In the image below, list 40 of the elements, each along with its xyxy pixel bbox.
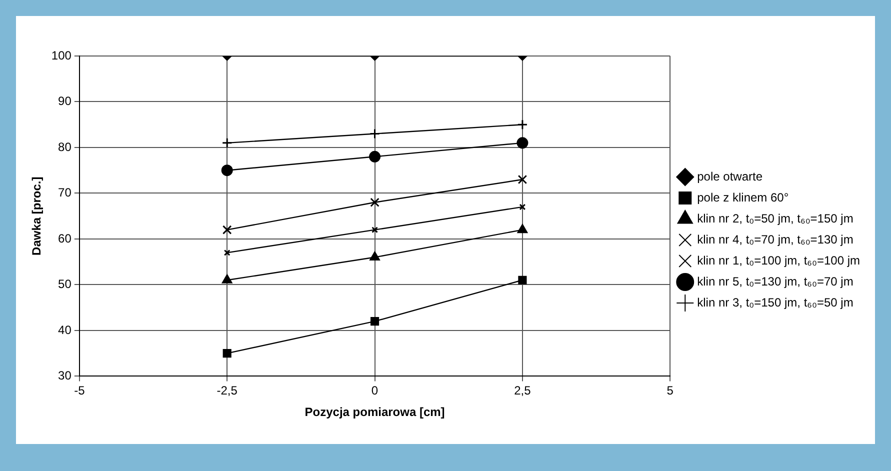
x-tick-label: 2,5 <box>514 384 532 398</box>
point <box>518 174 528 184</box>
x-tick-label: 5 <box>666 384 674 398</box>
y-axis-title: Dawka [proc.] <box>30 176 44 256</box>
y-tick-label: 100 <box>51 48 72 62</box>
legend-label: pole otwarte <box>697 169 763 184</box>
point <box>517 119 528 130</box>
point <box>369 150 381 162</box>
legend-label: klin nr 4, t₀=70 jm, t₆₀=130 jm <box>697 232 854 246</box>
x-axis-title: Pozycja pomiarowa [cm] <box>304 405 445 420</box>
point <box>222 349 232 358</box>
x-tick-label: -2,5 <box>216 384 238 398</box>
point <box>370 317 380 326</box>
legend-label: klin nr 2, t₀=50 jm, t₆₀=150 jm <box>697 211 854 226</box>
y-tick-label: 30 <box>58 368 72 383</box>
point <box>222 274 232 284</box>
point <box>222 225 232 234</box>
point <box>224 249 230 256</box>
point <box>372 226 378 234</box>
point <box>370 252 380 261</box>
legend-label: klin nr 5, t₀=130 jm, t₆₀=70 jm <box>697 274 854 288</box>
point <box>519 204 526 210</box>
point <box>516 137 528 149</box>
point <box>370 198 380 208</box>
point <box>517 224 528 234</box>
y-tick-label: 60 <box>58 231 72 246</box>
y-tick-label: 80 <box>58 140 72 154</box>
point <box>221 164 233 176</box>
y-tick-label: 90 <box>58 94 72 108</box>
point <box>370 128 380 140</box>
point <box>222 138 232 148</box>
x-tick-label: 0 <box>371 384 378 398</box>
legend-label: klin nr 1, t₀=100 jm, t₆₀=100 jm <box>697 253 860 268</box>
legend-label: klin nr 3, t₀=150 jm, t₆₀=50 jm <box>697 295 854 310</box>
point <box>518 276 527 284</box>
x-tick-label: -5 <box>74 384 86 398</box>
y-tick-label: 70 <box>58 186 72 200</box>
legend-label: pole z klinem 60° <box>697 190 789 204</box>
y-tick-label: 50 <box>58 277 72 292</box>
y-tick-label: 40 <box>58 322 72 337</box>
